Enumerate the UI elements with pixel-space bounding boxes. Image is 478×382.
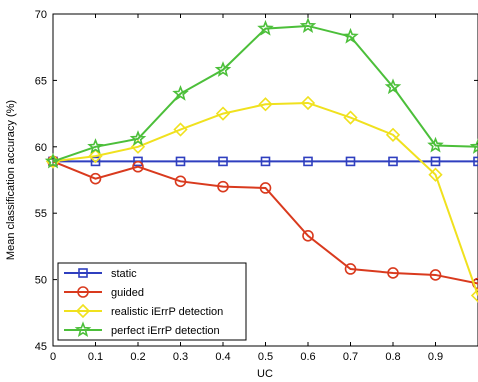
x-tick-label: 0 xyxy=(50,351,56,363)
series-line xyxy=(52,160,478,285)
data-point xyxy=(430,156,441,167)
data-point xyxy=(260,156,271,167)
data-point xyxy=(88,148,103,164)
data-point xyxy=(300,95,316,111)
legend-item: static xyxy=(64,268,137,280)
y-tick-label: 60 xyxy=(35,142,47,154)
data-point xyxy=(469,138,478,154)
data-point xyxy=(427,136,444,153)
data-point xyxy=(388,156,398,167)
data-point xyxy=(87,138,104,154)
data-point xyxy=(174,175,187,188)
y-tick-label: 45 xyxy=(35,341,47,353)
data-point xyxy=(303,156,313,167)
series-layer xyxy=(44,17,478,303)
x-axis-label: UC xyxy=(257,368,273,380)
legend-label: perfect iErrP detection xyxy=(111,325,220,337)
series-line xyxy=(52,24,478,163)
legend-box xyxy=(57,262,247,341)
x-tick-label: 0.3 xyxy=(173,351,188,363)
y-tick-label: 65 xyxy=(35,75,47,87)
legend-marker xyxy=(74,321,92,338)
data-point xyxy=(384,78,402,95)
legend-label: guided xyxy=(111,287,144,299)
x-tick-label: 0.2 xyxy=(130,351,145,363)
data-point xyxy=(132,160,144,173)
legend-item: guided xyxy=(64,286,144,299)
data-point xyxy=(428,167,443,182)
data-point xyxy=(299,17,317,33)
legend-marker xyxy=(78,268,88,278)
data-point xyxy=(302,229,314,242)
x-tick-label: 0.9 xyxy=(428,351,443,363)
y-axis-label: Mean classification accuracy (%) xyxy=(5,100,17,260)
legend-label: realistic iErrP detection xyxy=(111,306,223,318)
y-tick-label: 50 xyxy=(35,275,47,287)
x-tick-label: 0.6 xyxy=(300,351,315,363)
axis-ticks: 0 0.1 0.2 0.3 0.4 0.5 0.6 0.7 0.8 0.9 45 50 55 60 65 70 xyxy=(35,9,478,363)
series-group xyxy=(44,17,478,169)
data-point xyxy=(258,97,273,112)
data-point xyxy=(133,156,143,167)
y-tick-label: 70 xyxy=(35,9,47,21)
x-tick-label: 0.1 xyxy=(88,351,103,363)
data-point xyxy=(218,156,228,167)
legend: static guided realistic iErrP detection per… xyxy=(57,262,247,341)
legend-label: static xyxy=(111,268,137,280)
data-point xyxy=(385,127,401,142)
data-point xyxy=(172,84,189,101)
x-tick-label: 0.4 xyxy=(215,351,230,363)
legend-item: realistic iErrP detection xyxy=(64,303,223,319)
series-group xyxy=(48,156,478,167)
data-point xyxy=(90,156,101,167)
series-line xyxy=(52,101,478,296)
legend-item: perfect iErrP detection xyxy=(64,321,220,338)
legend-marker xyxy=(75,303,91,319)
data-point xyxy=(173,122,188,137)
data-point xyxy=(345,156,356,167)
data-point xyxy=(217,180,229,193)
data-point xyxy=(44,152,62,169)
data-point xyxy=(429,269,442,281)
data-point xyxy=(214,61,232,77)
data-point xyxy=(387,267,399,279)
x-tick-label: 0.8 xyxy=(385,351,400,363)
data-point xyxy=(344,263,357,275)
data-point xyxy=(343,110,358,125)
data-point xyxy=(473,156,478,167)
data-point xyxy=(89,172,102,185)
y-tick-label: 55 xyxy=(35,208,47,220)
data-point xyxy=(257,19,274,36)
data-point xyxy=(129,130,147,146)
x-tick-label: 0.7 xyxy=(343,351,358,363)
legend-marker xyxy=(77,286,89,298)
data-point xyxy=(470,288,478,303)
data-point xyxy=(342,27,359,44)
data-point xyxy=(259,182,272,194)
data-point xyxy=(175,156,186,167)
x-tick-label: 0.5 xyxy=(258,351,273,363)
data-point xyxy=(215,106,231,121)
